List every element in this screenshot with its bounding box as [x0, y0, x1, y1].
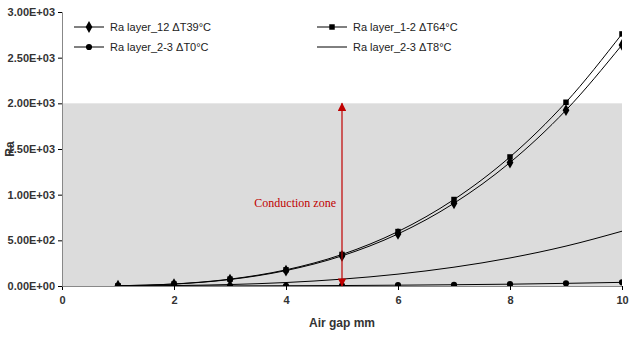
y-axis-title: Ra [3, 141, 17, 157]
series-marker [395, 282, 401, 286]
x-axis: 0 2 4 6 8 10 [59, 286, 628, 306]
series [115, 39, 622, 286]
x-tick: 8 [507, 286, 513, 306]
x-tick-mark [510, 286, 511, 290]
series-marker [619, 39, 622, 51]
annotation-text: Conduction zone [254, 196, 336, 210]
legend-marker [86, 44, 92, 50]
y-tick: 2.00E+03 [8, 97, 62, 109]
legend-label: Ra layer_2-3 ΔT0°C [110, 41, 209, 53]
series-marker [507, 154, 512, 159]
legend-label: Ra layer_12 ΔT39°C [110, 21, 211, 33]
x-tick-label: 8 [507, 294, 513, 306]
y-tick: 2.50E+03 [8, 52, 62, 64]
series-marker [451, 197, 458, 209]
series [115, 31, 622, 286]
x-tick-mark [398, 286, 399, 290]
legend-label: Ra layer_1-2 ΔT64°C [353, 21, 458, 33]
x-tick-label: 2 [171, 294, 177, 306]
series [118, 231, 622, 286]
y-tick-mark [58, 195, 62, 196]
series-marker [563, 280, 569, 286]
y-axis-line [58, 13, 63, 287]
series-marker [507, 281, 513, 286]
x-axis-title: Air gap mm [309, 316, 375, 330]
series-marker [283, 265, 290, 277]
y-tick: 5.00E+02 [8, 234, 62, 246]
legend-item: Ra layer_2-3 ΔT0°C [74, 41, 209, 53]
y-tick-label: 5.00E+02 [8, 234, 55, 246]
series-marker [395, 228, 402, 240]
series-area [115, 31, 622, 286]
y-tick: 0.00E+00 [8, 280, 62, 292]
y-tick-label: 0.00E+00 [8, 280, 55, 292]
legend-marker [86, 21, 93, 33]
series-line [118, 34, 622, 286]
y-tick-label: 2.50E+03 [8, 52, 55, 64]
y-tick-mark [58, 103, 62, 104]
series-marker [115, 280, 122, 286]
y-tick-label: 2.00E+03 [8, 97, 55, 109]
series-marker [283, 267, 288, 272]
x-tick-mark [622, 286, 623, 290]
x-tick: 2 [171, 286, 177, 306]
legend-line [317, 47, 347, 48]
y-tick-mark [58, 58, 62, 59]
legend-marker [329, 24, 334, 29]
x-tick-label: 4 [283, 294, 290, 306]
series-marker [563, 99, 568, 104]
series-line [118, 231, 622, 286]
x-tick: 10 [616, 286, 628, 306]
legend-label: Ra layer_2-3 ΔT8°C [353, 41, 452, 53]
legend: Ra layer_12 ΔT39°C Ra layer_1-2 ΔT64°C Ra … [74, 21, 458, 53]
plot: 02468100.00E+005.00E+021.00E+031.50E+032… [8, 6, 629, 306]
legend-item: Ra layer_1-2 ΔT64°C [317, 21, 458, 33]
y-tick: 3.00E+03 [8, 6, 62, 18]
annotation-arrow [341, 103, 342, 286]
legend-item: Ra layer_12 ΔT39°C [74, 21, 211, 33]
x-tick-mark [286, 286, 287, 290]
x-tick-label: 10 [616, 294, 628, 306]
series-marker [395, 229, 400, 234]
series-marker [619, 31, 622, 36]
y-tick-mark [58, 286, 62, 287]
series-marker [619, 279, 622, 285]
series-marker [451, 197, 456, 202]
x-tick: 4 [283, 286, 290, 306]
series-marker [227, 276, 232, 281]
x-tick-mark [174, 286, 175, 290]
y-tick-label: 3.00E+03 [8, 6, 55, 18]
y-tick-mark [58, 149, 62, 150]
y-tick-mark [58, 240, 62, 241]
x-axis-line [63, 287, 623, 291]
series-marker [451, 282, 457, 286]
y-tick: 1.00E+03 [8, 189, 62, 201]
x-tick-label: 6 [395, 294, 401, 306]
x-tick-label: 0 [59, 294, 65, 306]
legend-item: Ra layer_2-3 ΔT8°C [317, 41, 452, 53]
series-marker [563, 104, 570, 116]
y-tick-label: 1.00E+03 [8, 189, 55, 201]
series-marker [283, 283, 289, 286]
series-marker [171, 278, 178, 286]
y-tick-mark [58, 12, 62, 13]
annotation-marks: Conduction zone [254, 103, 342, 286]
x-tick: 6 [395, 286, 401, 306]
series-line [118, 45, 622, 286]
chart: 02468100.00E+005.00E+021.00E+031.50E+032… [0, 0, 637, 347]
x-tick: 0 [59, 286, 65, 306]
